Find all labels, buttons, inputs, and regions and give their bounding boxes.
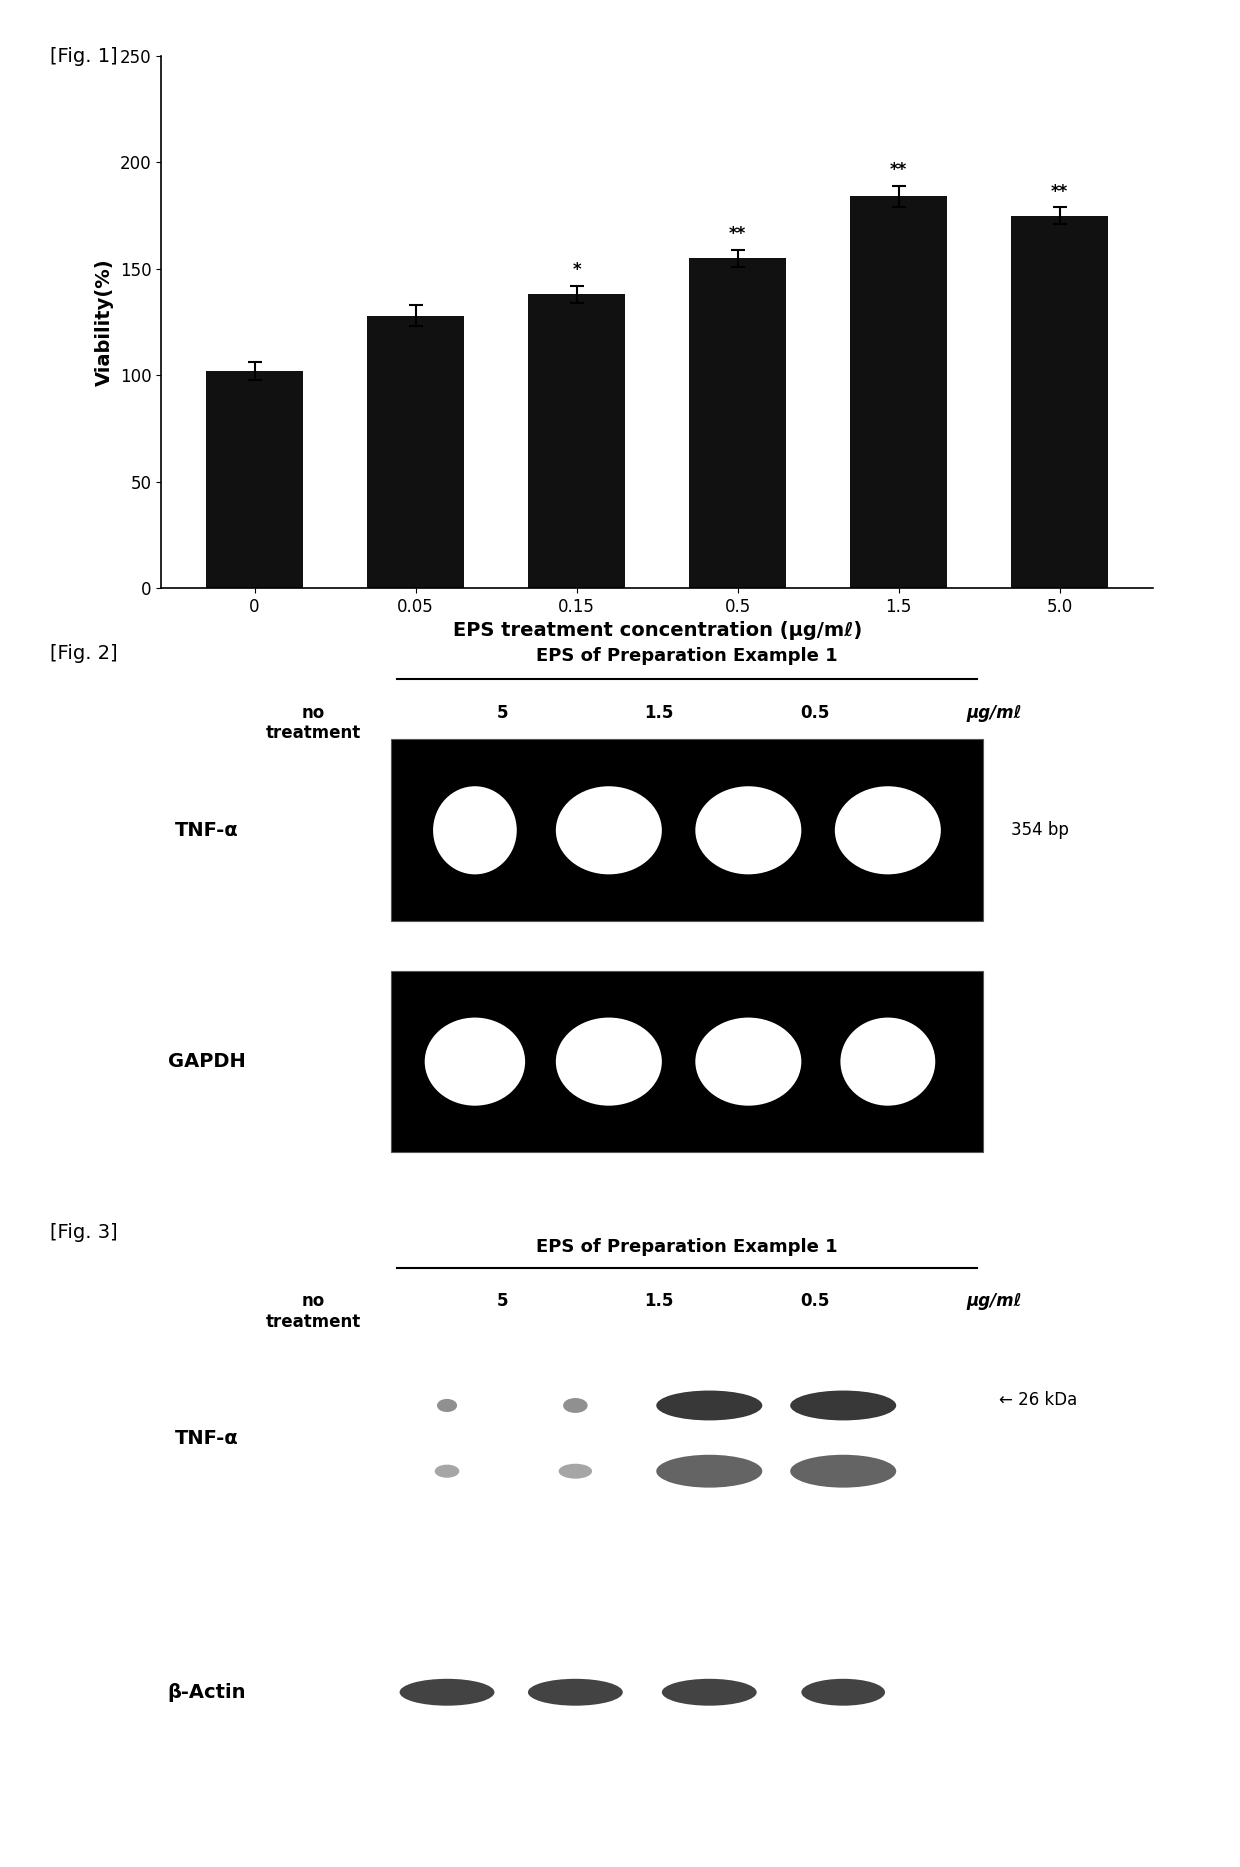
Text: **: **	[890, 161, 908, 179]
Ellipse shape	[556, 786, 662, 874]
Text: μg/mℓ: μg/mℓ	[966, 704, 1022, 723]
Text: μg/mℓ: μg/mℓ	[966, 1292, 1022, 1311]
Bar	[206, 372, 303, 588]
Ellipse shape	[790, 1454, 897, 1488]
Text: *: *	[573, 261, 582, 280]
Text: no
treatment: no treatment	[265, 1292, 361, 1331]
Ellipse shape	[841, 1018, 935, 1105]
Bar	[1012, 215, 1109, 588]
Text: ← 26 kDa: ← 26 kDa	[999, 1391, 1078, 1408]
Ellipse shape	[433, 786, 517, 874]
Ellipse shape	[696, 786, 801, 874]
Ellipse shape	[563, 1398, 588, 1413]
Text: 5: 5	[497, 1292, 508, 1311]
Text: β-Actin: β-Actin	[167, 1682, 247, 1701]
Ellipse shape	[662, 1678, 756, 1706]
Text: EPS of Preparation Example 1: EPS of Preparation Example 1	[536, 1238, 838, 1256]
Text: GAPDH: GAPDH	[169, 1053, 246, 1072]
Text: 1.5: 1.5	[645, 704, 673, 723]
Text: [Fig. 2]: [Fig. 2]	[50, 644, 118, 663]
Y-axis label: Viability(%): Viability(%)	[95, 258, 114, 386]
Text: **: **	[729, 226, 746, 243]
Text: 0.5: 0.5	[801, 1292, 830, 1311]
Text: [Fig. 3]: [Fig. 3]	[50, 1223, 118, 1242]
Ellipse shape	[656, 1391, 763, 1421]
Text: 5: 5	[497, 704, 508, 723]
Ellipse shape	[790, 1391, 897, 1421]
Text: 0.5: 0.5	[801, 704, 830, 723]
Bar	[851, 196, 947, 588]
Bar	[689, 258, 786, 588]
Text: **: **	[1052, 183, 1069, 202]
X-axis label: EPS treatment concentration (μg/mℓ): EPS treatment concentration (μg/mℓ)	[453, 622, 862, 640]
Ellipse shape	[435, 1464, 459, 1479]
Ellipse shape	[558, 1464, 593, 1479]
Ellipse shape	[556, 1018, 662, 1105]
Ellipse shape	[528, 1678, 622, 1706]
Ellipse shape	[399, 1678, 495, 1706]
Ellipse shape	[801, 1678, 885, 1706]
Ellipse shape	[696, 1018, 801, 1105]
FancyBboxPatch shape	[392, 739, 982, 920]
Ellipse shape	[436, 1398, 458, 1411]
Text: [Fig. 1]: [Fig. 1]	[50, 47, 118, 65]
Text: no
treatment: no treatment	[265, 704, 361, 743]
Bar	[367, 316, 464, 588]
Text: 1.5: 1.5	[645, 1292, 673, 1311]
Text: EPS of Preparation Example 1: EPS of Preparation Example 1	[536, 648, 838, 665]
Bar	[528, 295, 625, 588]
Ellipse shape	[656, 1454, 763, 1488]
Ellipse shape	[835, 786, 941, 874]
Text: 354 bp: 354 bp	[1011, 821, 1069, 840]
Text: TNF-α: TNF-α	[175, 821, 239, 840]
FancyBboxPatch shape	[392, 971, 982, 1152]
Ellipse shape	[424, 1018, 526, 1105]
Text: TNF-α: TNF-α	[175, 1428, 239, 1447]
